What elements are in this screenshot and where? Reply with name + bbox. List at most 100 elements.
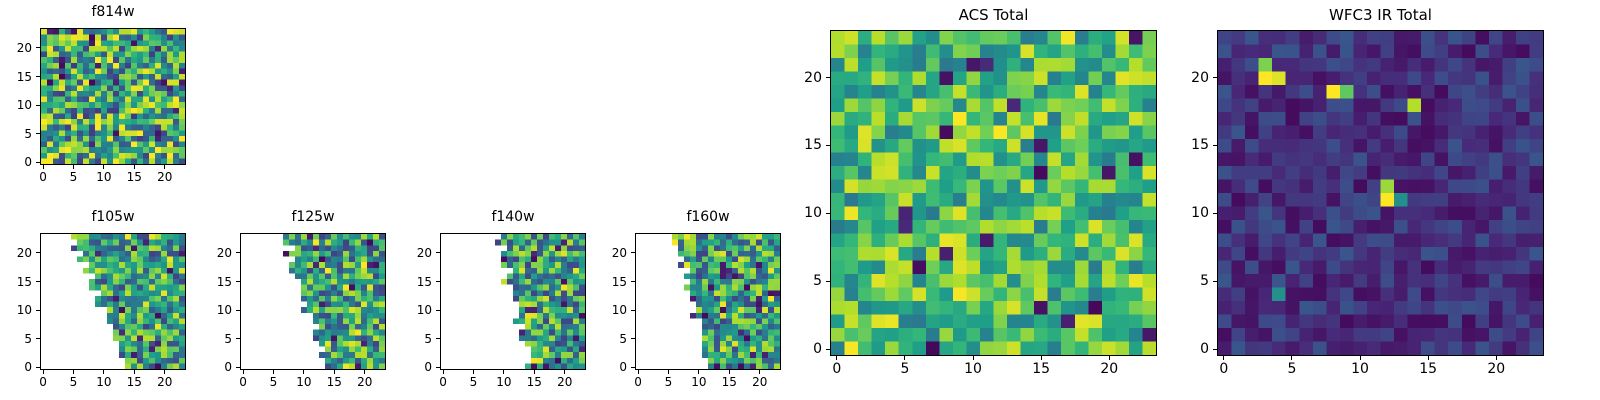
y-tick-label: 5 (1200, 273, 1209, 290)
heatmap-canvas-wfc3-ir-total (1218, 31, 1543, 355)
y-tick-label: 20 (416, 245, 432, 260)
panel-acs-total (830, 30, 1157, 356)
panel-f160w (635, 233, 781, 370)
x-tick-mark (42, 165, 44, 169)
panel-title-f140w: f140w (491, 209, 535, 225)
x-tick-label: 10 (1351, 361, 1369, 377)
x-tick-mark (972, 356, 974, 360)
y-tick-label: 5 (224, 331, 232, 346)
x-tick-mark (364, 370, 366, 374)
y-tick-label: 0 (619, 360, 627, 375)
x-tick-mark (698, 370, 700, 374)
x-tick-label: 0 (39, 170, 47, 184)
x-tick-label: 5 (69, 375, 78, 389)
y-tick-mark (36, 281, 40, 283)
y-tick-mark (1213, 144, 1217, 146)
x-tick-label: 5 (1287, 361, 1297, 377)
y-tick-label: 20 (804, 69, 822, 86)
x-tick-mark (72, 370, 74, 374)
y-tick-label: 15 (16, 274, 32, 289)
y-tick-label: 20 (216, 245, 232, 260)
y-tick-mark (236, 281, 240, 283)
panel-title-f125w: f125w (291, 209, 335, 225)
x-tick-mark (667, 370, 669, 374)
x-tick-mark (303, 370, 305, 374)
y-tick-mark (236, 309, 240, 311)
x-tick-mark (759, 370, 761, 374)
y-tick-mark (1213, 77, 1217, 79)
y-tick-label: 15 (611, 274, 627, 289)
y-tick-label: 0 (813, 341, 822, 358)
panel-wfc3-ir-total (1217, 30, 1544, 356)
x-tick-label: 0 (1219, 361, 1229, 377)
x-tick-label: 5 (900, 361, 910, 377)
y-tick-label: 5 (24, 331, 32, 346)
y-tick-label: 0 (1200, 341, 1209, 358)
x-tick-mark (72, 165, 74, 169)
y-tick-mark (236, 338, 240, 340)
x-tick-label: 10 (96, 170, 112, 184)
panel-title-f105w: f105w (91, 209, 135, 225)
y-tick-label: 5 (424, 331, 432, 346)
y-tick-mark (1213, 348, 1217, 350)
y-tick-mark (826, 212, 830, 214)
y-tick-label: 5 (813, 273, 822, 290)
x-tick-label: 20 (357, 375, 373, 389)
x-tick-mark (503, 370, 505, 374)
x-tick-label: 15 (126, 375, 142, 389)
y-tick-mark (36, 252, 40, 254)
panel-title-f160w: f160w (686, 209, 730, 225)
y-tick-mark (631, 338, 635, 340)
heatmap-canvas-f105w (41, 234, 185, 369)
x-tick-mark (533, 370, 535, 374)
x-tick-mark (564, 370, 566, 374)
x-tick-label: 15 (1419, 361, 1438, 377)
x-tick-label: 10 (296, 375, 312, 389)
x-tick-label: 0 (634, 375, 642, 389)
y-tick-mark (36, 366, 40, 368)
x-tick-label: 15 (1032, 361, 1051, 377)
y-tick-label: 10 (804, 205, 822, 222)
y-tick-mark (36, 47, 40, 49)
y-tick-label: 5 (619, 331, 627, 346)
x-tick-mark (1108, 356, 1110, 360)
x-tick-label: 0 (832, 361, 842, 377)
panel-title-f814w: f814w (91, 4, 135, 20)
x-tick-mark (1040, 356, 1042, 360)
x-tick-label: 10 (964, 361, 982, 377)
panel-title-acs-total: ACS Total (958, 6, 1029, 24)
y-tick-mark (436, 252, 440, 254)
y-tick-mark (36, 133, 40, 135)
y-tick-label: 15 (416, 274, 432, 289)
y-tick-mark (631, 309, 635, 311)
y-tick-mark (631, 366, 635, 368)
x-tick-mark (1427, 356, 1429, 360)
panel-f140w (440, 233, 586, 370)
y-tick-mark (236, 252, 240, 254)
y-tick-label: 15 (16, 69, 32, 84)
x-tick-label: 20 (157, 170, 173, 184)
y-tick-mark (36, 309, 40, 311)
y-tick-label: 15 (1191, 137, 1209, 154)
y-tick-mark (631, 281, 635, 283)
x-tick-mark (133, 165, 135, 169)
x-tick-label: 5 (664, 375, 673, 389)
x-tick-mark (103, 370, 105, 374)
x-tick-label: 20 (752, 375, 768, 389)
x-tick-mark (42, 370, 44, 374)
x-tick-mark (836, 356, 838, 360)
y-tick-label: 20 (16, 40, 32, 55)
x-tick-mark (1359, 356, 1361, 360)
x-tick-label: 15 (526, 375, 542, 389)
y-tick-mark (826, 144, 830, 146)
x-tick-label: 0 (239, 375, 247, 389)
y-tick-mark (36, 76, 40, 78)
x-tick-label: 10 (96, 375, 112, 389)
y-tick-label: 10 (1191, 205, 1209, 222)
heatmap-canvas-f160w (636, 234, 780, 369)
y-tick-label: 0 (24, 360, 32, 375)
x-tick-mark (472, 370, 474, 374)
y-tick-mark (36, 104, 40, 106)
panel-f125w (240, 233, 386, 370)
heatmap-canvas-f814w (41, 29, 185, 164)
